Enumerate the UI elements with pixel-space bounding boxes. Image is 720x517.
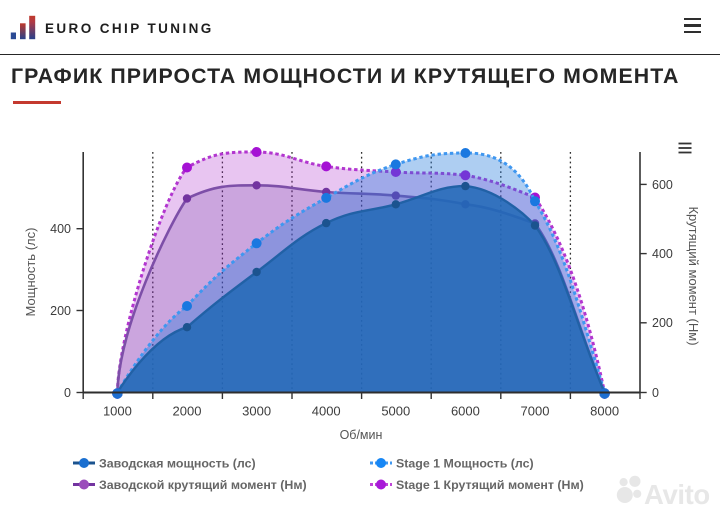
svg-text:Avito: Avito bbox=[644, 479, 710, 510]
svg-text:4000: 4000 bbox=[312, 404, 341, 419]
svg-text:Мощность (лс): Мощность (лс) bbox=[23, 228, 38, 317]
svg-text:Крутящий момент (Нм): Крутящий момент (Нм) bbox=[686, 206, 701, 345]
svg-text:Заводской крутящий момент (Нм): Заводской крутящий момент (Нм) bbox=[99, 478, 307, 492]
svg-text:Заводская мощность (лс): Заводская мощность (лс) bbox=[99, 457, 256, 471]
svg-text:2000: 2000 bbox=[173, 404, 202, 419]
svg-text:0: 0 bbox=[652, 386, 659, 400]
svg-text:8000: 8000 bbox=[590, 404, 619, 419]
svg-text:200: 200 bbox=[652, 316, 673, 330]
svg-text:Об/мин: Об/мин bbox=[340, 428, 383, 442]
svg-text:400: 400 bbox=[50, 222, 71, 236]
svg-text:400: 400 bbox=[652, 247, 673, 261]
svg-text:Stage 1 Крутящий момент (Нм): Stage 1 Крутящий момент (Нм) bbox=[396, 478, 584, 492]
svg-text:600: 600 bbox=[652, 178, 673, 192]
svg-text:5000: 5000 bbox=[381, 404, 410, 419]
svg-text:7000: 7000 bbox=[521, 404, 550, 419]
svg-text:200: 200 bbox=[50, 304, 71, 318]
svg-text:1000: 1000 bbox=[103, 404, 132, 419]
svg-text:6000: 6000 bbox=[451, 404, 480, 419]
svg-text:3000: 3000 bbox=[242, 404, 271, 419]
svg-text:0: 0 bbox=[64, 386, 71, 400]
svg-text:Stage 1 Мощность (лс): Stage 1 Мощность (лс) bbox=[396, 457, 534, 471]
